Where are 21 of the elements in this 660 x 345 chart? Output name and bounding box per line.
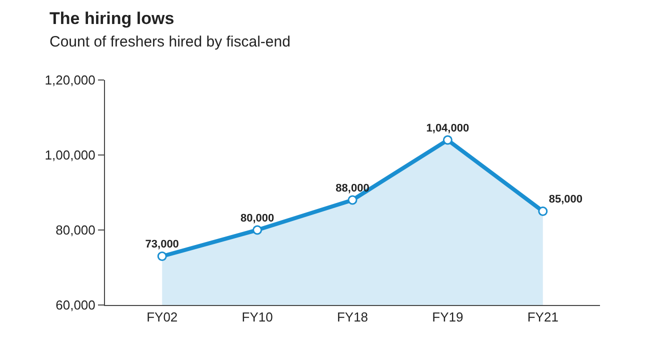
point: [348, 195, 358, 205]
x-tick-label: FY02: [146, 310, 178, 325]
data-label: 80,000: [240, 212, 274, 224]
y-tick-label: 60,000: [56, 298, 96, 313]
data-label: 1,04,000: [426, 122, 470, 134]
point: [442, 135, 452, 145]
chart-title: The hiring lows: [50, 9, 174, 28]
chart-subtitle: Count of freshers hired by fiscal-end: [50, 33, 290, 50]
x-tick-label: FY19: [432, 310, 464, 325]
y-tick-label: 1,00,000: [44, 148, 96, 163]
data-label: 85,000: [548, 194, 583, 206]
x-tick-label: FY10: [242, 310, 273, 325]
data-label: 73,000: [145, 238, 179, 250]
point: [538, 206, 548, 216]
y-tick-label: 80,000: [56, 222, 96, 238]
point: [252, 225, 262, 235]
x-tick-label: FY21: [527, 310, 558, 325]
point: [157, 252, 167, 261]
y-tick-label: 1,20,000: [44, 72, 96, 88]
data-label: 88,000: [336, 182, 370, 194]
x-tick-label: FY18: [336, 310, 368, 325]
